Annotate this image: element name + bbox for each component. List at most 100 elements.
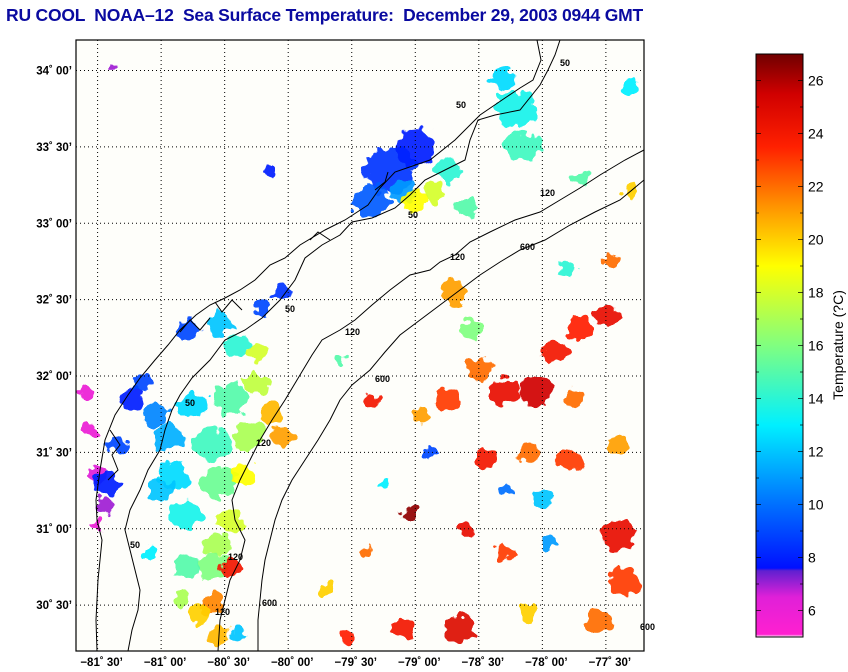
sst-patch [253,299,272,316]
sst-patch [593,303,619,327]
sst-patch [519,603,540,622]
sst-patch [83,422,99,437]
sst-patch [563,389,585,409]
sst-patch [271,428,293,447]
sst-patch [389,616,416,640]
y-tick-label: 30˚ 30’ [36,600,72,612]
y-tick-label: 31˚ 30’ [36,447,72,459]
sst-patch [205,311,231,334]
sst-patch [541,537,557,551]
sst-patch [609,568,641,596]
sst-patch [243,372,270,396]
sst-patch [491,66,517,90]
sst-patch [200,467,237,499]
sst-patch [424,183,445,202]
sst-patch [142,402,168,426]
coastline-inlet [107,171,389,481]
isobath-600 [257,179,644,651]
isobath-label: 600 [520,242,535,252]
sst-patch [214,384,248,414]
y-tick-label: 32˚ 30’ [36,295,72,307]
x-tick-labels: −81˚ 30’ −81˚ 00’ −80˚ 30’ −80˚ 00’ −79˚ 30’… [80,657,631,669]
sst-patch [232,465,256,486]
sst-patch [172,590,188,605]
sst-patch [356,544,372,559]
x-tick-label: −80˚ 30’ [207,657,250,669]
sst-patch [495,543,514,560]
sst-patch [604,254,620,269]
sst-patch [395,128,436,166]
isobath-120 [217,149,644,651]
isobath-label: 50 [408,210,418,220]
sst-patch [196,553,228,581]
sst-patch [440,280,467,304]
sst-patch [542,341,568,365]
colorbar-tick-label: 22 [808,179,824,195]
isobath-label: 600 [640,622,655,632]
isobath-label: 120 [345,327,360,337]
sst-patch [560,262,576,276]
sst-patch [231,630,244,642]
x-tick-label: −80˚ 00’ [271,657,314,669]
sst-data-layer [78,64,641,645]
isobath-50 [124,40,561,651]
sst-patch [205,532,231,556]
isobath-label: 50 [456,100,466,110]
sst-patch [95,497,113,514]
colorbar-tick-label: 10 [808,497,824,513]
sst-patch [567,318,594,342]
isobath-label: 120 [450,252,465,262]
graticule [76,40,644,651]
sst-patch [462,321,483,340]
x-tick-label: −78˚ 30’ [462,657,505,669]
colorbar-ticks: 6 8 10 12 14 16 18 20 22 24 26 [756,73,824,619]
colorbar-tick-label: 6 [808,603,816,619]
isobath-label: 600 [375,374,390,384]
sst-patch [401,506,417,521]
isobath-label: 120 [215,607,230,617]
sst-patch [222,559,240,575]
colorbar-tick-label: 14 [808,391,824,407]
isobath-labels: 50 50 50 50 50 50 120 120 120 120 120 12… [130,58,655,632]
isobath-label: 600 [262,598,277,608]
sst-patch [555,448,581,472]
colorbar [755,53,804,638]
isobath-label: 50 [185,398,195,408]
sst-patch [332,355,346,367]
coastline [95,40,542,651]
sst-patch [489,377,520,405]
sst-patch [177,392,209,421]
sst-patch [116,387,143,411]
sst-patch [109,64,117,71]
sst-patch [434,387,460,411]
x-tick-label: −79˚ 30’ [334,657,377,669]
sst-patch [608,435,629,454]
sst-patch [93,471,120,495]
sst-patch [173,555,200,579]
colorbar-tick-label: 12 [808,444,824,460]
y-tick-label: 31˚ 00’ [36,524,72,536]
sst-patch [148,479,174,502]
sst-patch [175,319,199,341]
x-tick-label: −81˚ 30’ [80,657,123,669]
x-tick-label: −78˚ 00’ [525,657,568,669]
sst-patch [600,520,637,553]
sst-patch [264,165,275,175]
sst-patch [187,602,211,624]
colorbar-tick-label: 18 [808,285,824,301]
colorbar-tick-label: 16 [808,338,824,354]
x-tick-label: −77˚ 30’ [589,657,632,669]
sst-patch [623,185,639,200]
x-tick-label: −79˚ 00’ [398,657,441,669]
sst-patch [519,443,540,462]
y-tick-labels: 34˚ 00’ 33˚ 30’ 33˚ 00’ 32˚ 30’ 32˚ 00’ 31˚ 3… [36,66,72,613]
sst-patch [208,626,229,645]
sst-patch [444,614,475,642]
isobath-label: 120 [256,438,271,448]
sst-patch [496,90,538,127]
sst-patch [622,77,641,94]
sst-patch [130,373,154,395]
isobath-contours [124,40,644,651]
sst-patch [78,386,97,403]
